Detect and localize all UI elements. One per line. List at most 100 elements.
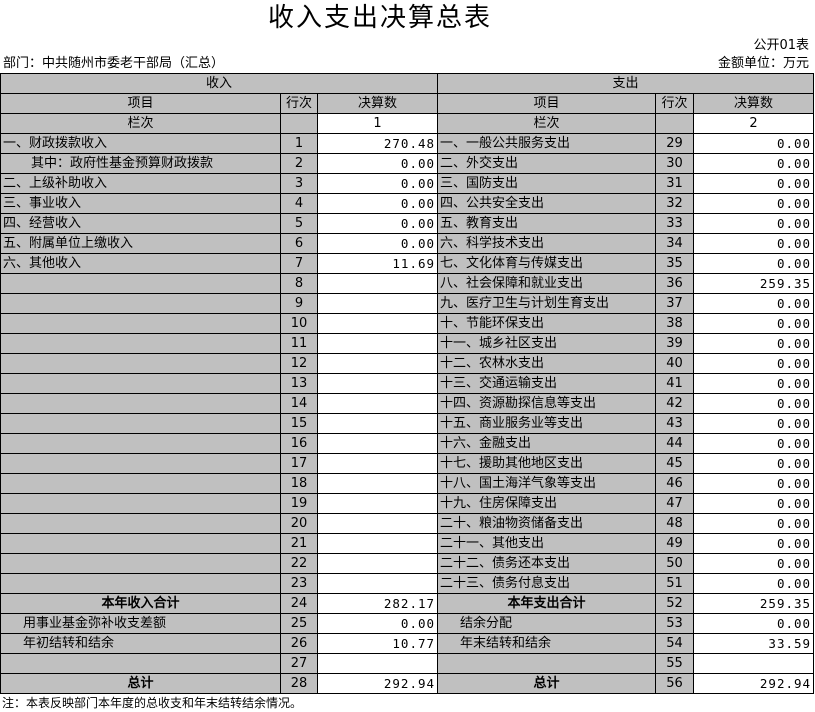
index-label: 栏次 [0, 113, 281, 134]
income-line-no: 6 [280, 233, 318, 254]
data-row: 四、经营收入 5 0.00 五、教育支出 33 0.00 [0, 213, 815, 234]
expense-amount: 33.59 [693, 633, 815, 654]
column-header-row: 项目 行次 决算数 项目 行次 决算数 [0, 93, 815, 114]
expense-item: 十八、国土海洋气象等支出 [437, 473, 657, 494]
expense-line-no: 33 [655, 213, 695, 234]
expense-item: 十、节能环保支出 [437, 313, 657, 334]
expense-amount: 0.00 [693, 293, 815, 314]
expense-amount: 0.00 [693, 433, 815, 454]
expense-line-no: 36 [655, 273, 695, 294]
income-line-no: 19 [280, 493, 318, 514]
expense-amount: 259.35 [693, 273, 815, 294]
income-amount: 11.69 [316, 253, 439, 274]
income-item [0, 273, 281, 294]
expense-line-no: 50 [655, 553, 695, 574]
column-header: 项目 [0, 93, 281, 114]
expense-item: 总计 [437, 673, 657, 694]
expense-item: 三、国防支出 [437, 173, 657, 194]
data-row: 22 二十二、债务还本支出 50 0.00 [0, 553, 815, 574]
data-row: 三、事业收入 4 0.00 四、公共安全支出 32 0.00 [0, 193, 815, 214]
income-item [0, 373, 281, 394]
income-item [0, 573, 281, 594]
data-row: 10 十、节能环保支出 38 0.00 [0, 313, 815, 334]
index-number: 1 [316, 113, 439, 134]
income-item [0, 533, 281, 554]
income-item [0, 313, 281, 334]
income-line-no: 2 [280, 153, 318, 174]
expense-line-no: 51 [655, 573, 695, 594]
expense-item: 九、医疗卫生与计划生育支出 [437, 293, 657, 314]
expense-amount: 0.00 [693, 313, 815, 334]
income-amount: 0.00 [316, 173, 439, 194]
index-number: 2 [693, 113, 815, 134]
data-row: 六、其他收入 7 11.69 七、文化体育与传媒支出 35 0.00 [0, 253, 815, 274]
expense-line-no: 42 [655, 393, 695, 414]
expense-line-no: 47 [655, 493, 695, 514]
income-line-no: 27 [280, 653, 318, 674]
expense-line-no: 29 [655, 133, 695, 154]
income-line-no: 13 [280, 373, 318, 394]
expense-amount: 0.00 [693, 373, 815, 394]
expense-amount: 0.00 [693, 213, 815, 234]
income-line-no: 1 [280, 133, 318, 154]
expense-line-no: 37 [655, 293, 695, 314]
total-row: 本年收入合计 24 282.17 本年支出合计 52 259.35 [0, 593, 815, 614]
expense-item: 二十一、其他支出 [437, 533, 657, 554]
summary-table: 收入 支出 项目 行次 决算数 项目 行次 决算数 栏次 1 栏次 2 一、财政… [0, 73, 815, 694]
index-row: 栏次 1 栏次 2 [0, 113, 815, 134]
data-row: 11 十一、城乡社区支出 39 0.00 [0, 333, 815, 354]
expense-header: 支出 [437, 73, 815, 94]
income-amount [316, 453, 439, 474]
expense-item: 十五、商业服务业等支出 [437, 413, 657, 434]
income-line-no: 4 [280, 193, 318, 214]
income-amount: 0.00 [316, 213, 439, 234]
income-item [0, 493, 281, 514]
expense-amount: 0.00 [693, 153, 815, 174]
expense-line-no: 49 [655, 533, 695, 554]
income-amount [316, 553, 439, 574]
expense-amount: 0.00 [693, 613, 815, 634]
expense-amount: 0.00 [693, 253, 815, 274]
data-row: 年初结转和结余 26 10.77 年末结转和结余 54 33.59 [0, 633, 815, 654]
expense-amount: 0.00 [693, 233, 815, 254]
expense-line-no: 44 [655, 433, 695, 454]
income-amount: 292.94 [316, 673, 439, 694]
income-line-no: 8 [280, 273, 318, 294]
income-line-no: 12 [280, 353, 318, 374]
income-item [0, 353, 281, 374]
expense-item: 二十、粮油物资储备支出 [437, 513, 657, 534]
income-item [0, 433, 281, 454]
expense-line-no: 54 [655, 633, 695, 654]
expense-item: 十四、资源勘探信息等支出 [437, 393, 657, 414]
expense-amount: 259.35 [693, 593, 815, 614]
income-header: 收入 [0, 73, 439, 94]
income-line-no: 22 [280, 553, 318, 574]
expense-line-no: 34 [655, 233, 695, 254]
data-row: 27 55 [0, 653, 815, 674]
form-number: 公开01表 [753, 38, 809, 53]
income-item: 六、其他收入 [0, 253, 281, 274]
expense-amount: 0.00 [693, 453, 815, 474]
income-line-no: 16 [280, 433, 318, 454]
expense-line-no: 30 [655, 153, 695, 174]
income-item: 四、经营收入 [0, 213, 281, 234]
expense-line-no: 46 [655, 473, 695, 494]
column-header: 决算数 [316, 93, 439, 114]
income-amount [316, 513, 439, 534]
data-row: 14 十四、资源勘探信息等支出 42 0.00 [0, 393, 815, 414]
expense-item: 一、一般公共服务支出 [437, 133, 657, 154]
data-row: 9 九、医疗卫生与计划生育支出 37 0.00 [0, 293, 815, 314]
income-line-no: 21 [280, 533, 318, 554]
income-line-no: 10 [280, 313, 318, 334]
income-item: 五、附属单位上缴收入 [0, 233, 281, 254]
income-line-no: 11 [280, 333, 318, 354]
income-item [0, 553, 281, 574]
table-body: 收入 支出 项目 行次 决算数 项目 行次 决算数 栏次 1 栏次 2 一、财政… [0, 73, 815, 694]
income-item: 其中：政府性基金预算财政拨款 [0, 153, 281, 174]
data-row: 18 十八、国土海洋气象等支出 46 0.00 [0, 473, 815, 494]
income-line-no: 14 [280, 393, 318, 414]
data-row: 21 二十一、其他支出 49 0.00 [0, 533, 815, 554]
income-line-no: 25 [280, 613, 318, 634]
income-line-no: 23 [280, 573, 318, 594]
income-item: 三、事业收入 [0, 193, 281, 214]
